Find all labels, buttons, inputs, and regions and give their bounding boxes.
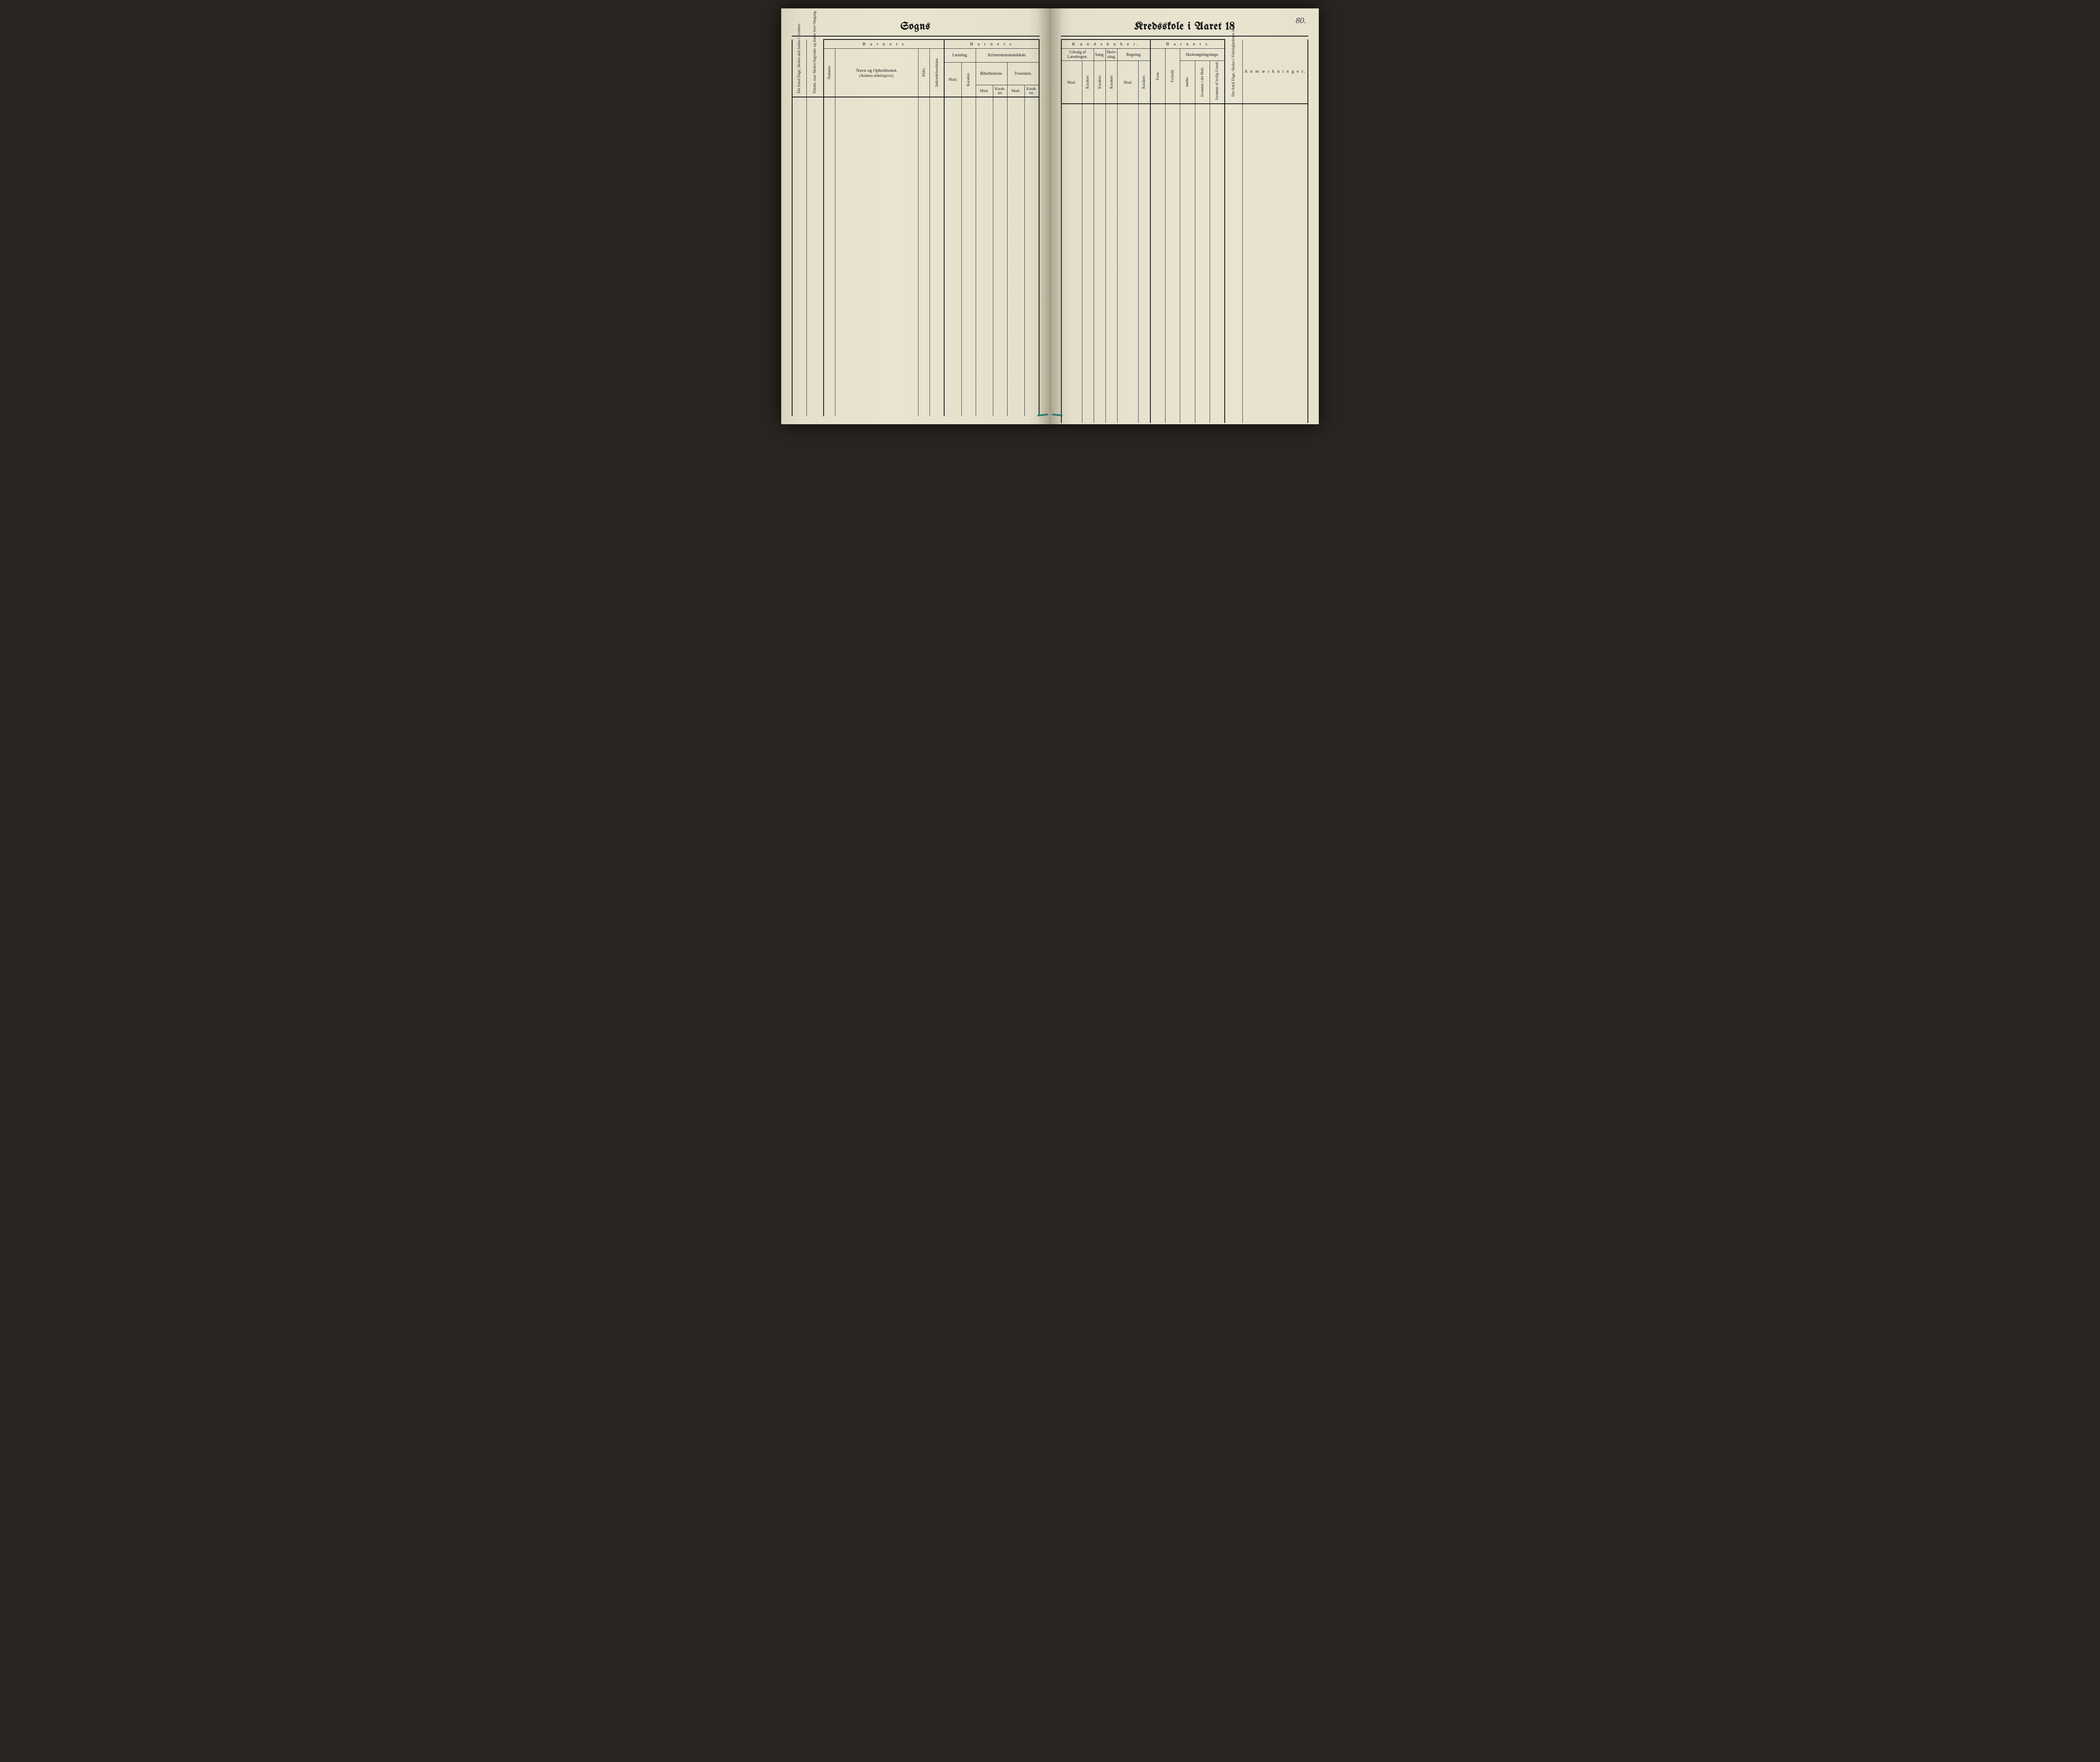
group-barnets-right: B a r n e t s bbox=[1150, 39, 1225, 49]
col-karakter-1: Karakter. bbox=[966, 71, 971, 88]
col-evne: Evne. bbox=[1156, 70, 1160, 82]
sub-bibel: Bibelhistorie. bbox=[976, 62, 1007, 85]
left-page-title: Sogns bbox=[792, 21, 1040, 32]
col-navn-sub: (Anføres afdelingsvis). bbox=[836, 74, 918, 78]
sec-sang: Sang. bbox=[1094, 49, 1105, 61]
sec-skriv: Skriv-ning. bbox=[1106, 49, 1118, 61]
group-barnets-left-2: B a r n e t s bbox=[944, 39, 1039, 49]
left-ledger-table: Det Antal Dage, Skolen skal holdes i Kre… bbox=[792, 39, 1040, 416]
col-kar-r2: Karakter. bbox=[1098, 73, 1102, 90]
col-indtr: Indtrædelsesdatum. bbox=[935, 56, 939, 89]
col-antal-dage: Det Antal Dage, Skolen skal holdes i Kre… bbox=[797, 40, 801, 95]
title-rule-right bbox=[1061, 36, 1309, 37]
sec-regning: Regning. bbox=[1118, 49, 1150, 61]
col-modte: mødte. bbox=[1185, 75, 1189, 89]
col-maal-3: Maal. bbox=[1007, 85, 1024, 97]
right-page: 80. Kredsskole i Aaret 18 K u n d s k a … bbox=[1050, 8, 1319, 424]
col-kar-2: Karak-ter. bbox=[993, 85, 1007, 97]
col-antal-virk: Det Antal Dage, Skolen i Virkeligheden e… bbox=[1231, 44, 1236, 98]
col-forsomte-lov: forsømte af lovlig Grund. bbox=[1215, 62, 1219, 102]
title-rule bbox=[792, 36, 1040, 37]
sec-udvalg: Udvalg af Læsebogen. bbox=[1061, 49, 1094, 61]
sub-troes: Troeslære. bbox=[1007, 62, 1039, 85]
col-navn: Navn og Opholdssted. bbox=[836, 68, 918, 74]
right-page-title: Kredsskole i Aaret 18 bbox=[1061, 21, 1309, 32]
col-maal-1: Maal. bbox=[944, 62, 961, 97]
group-kundskaber: K u n d s k a b e r. bbox=[1061, 39, 1150, 49]
ledger-book: Sogns Det Antal Dage, Skolen skal holdes… bbox=[781, 8, 1319, 424]
sec-skolesogn: Skolesøgningsdage. bbox=[1180, 49, 1225, 61]
col-kar-r4: Karakter. bbox=[1142, 73, 1146, 90]
col-nummer: Nummer. bbox=[827, 63, 832, 81]
col-maal-r2: Maal. bbox=[1118, 61, 1139, 104]
col-kar-3: Karak-ter. bbox=[1024, 85, 1039, 97]
col-maal-r1: Maal. bbox=[1061, 61, 1082, 104]
col-kar-r1: Karakter. bbox=[1086, 73, 1090, 90]
table-row bbox=[792, 97, 1039, 416]
right-ledger-table: K u n d s k a b e r. B a r n e t s Det A… bbox=[1061, 39, 1309, 423]
col-forsomte-sk: forsømte i det Hele. bbox=[1200, 65, 1205, 98]
col-alder: Alder. bbox=[922, 66, 926, 79]
col-anm: A n m æ r k n i n g e r. bbox=[1242, 39, 1308, 104]
col-kar-r3: Karakter. bbox=[1110, 73, 1114, 90]
table-row bbox=[1061, 104, 1308, 423]
col-datum: Datum, naar Skolen begynder og slutter h… bbox=[813, 40, 817, 95]
sec-kristendom: Kristendomskundskab. bbox=[976, 49, 1039, 63]
col-maal-2: Maal. bbox=[976, 85, 993, 97]
col-forhold: Forhold. bbox=[1171, 68, 1175, 84]
page-number: 80. bbox=[1296, 16, 1306, 26]
group-barnets-left: B a r n e t s bbox=[824, 39, 944, 49]
binding-stitch bbox=[1037, 413, 1063, 417]
sec-laesning: Læsning. bbox=[944, 49, 976, 63]
left-page: Sogns Det Antal Dage, Skolen skal holdes… bbox=[781, 8, 1050, 424]
